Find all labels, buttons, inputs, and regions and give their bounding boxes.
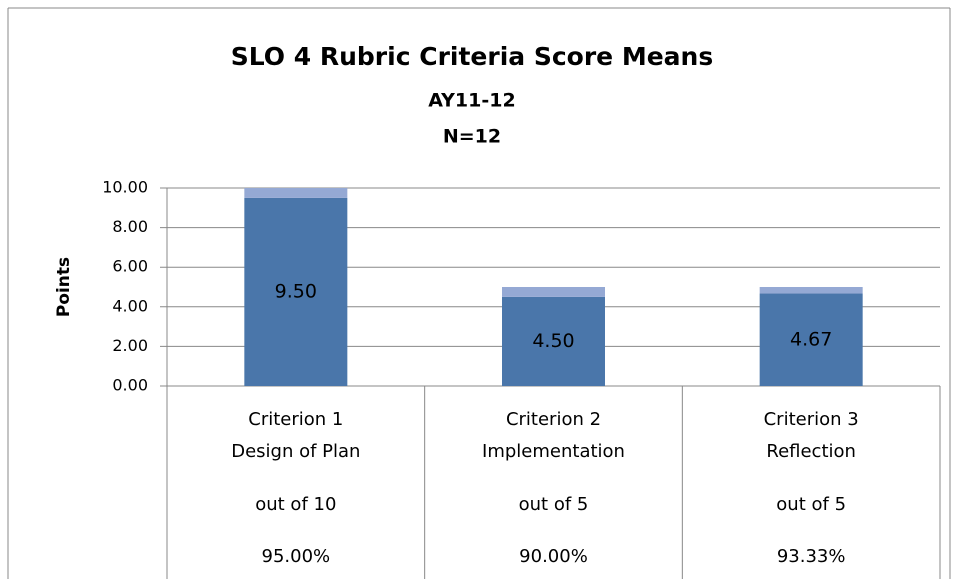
bar-segment (502, 296, 605, 386)
x-tick-label: out of 5 (519, 494, 589, 515)
x-tick-label: out of 10 (255, 494, 336, 515)
x-tick-label: 93.33% (777, 546, 846, 567)
x-tick-label: 90.00% (519, 546, 588, 567)
x-tick-label: 95.00% (262, 546, 331, 567)
x-tick-label: Criterion 3 (764, 409, 859, 430)
data-label: 4.50 (532, 330, 574, 352)
chart-subtitle: AY11-12 (428, 90, 515, 112)
y-tick-label: 8.00 (112, 217, 148, 236)
x-tick-label: out of 5 (776, 494, 846, 515)
y-tick-label: 0.00 (112, 376, 148, 395)
y-tick-label: 4.00 (112, 296, 148, 315)
y-tick-label: 6.00 (112, 257, 148, 276)
x-tick-label: Reflection (766, 441, 856, 462)
bar-segment (244, 188, 348, 198)
data-label: 4.67 (790, 328, 832, 350)
bar-segment (244, 197, 348, 386)
chart-title: SLO 4 Rubric Criteria Score Means (231, 42, 713, 71)
y-tick-label: 2.00 (112, 336, 148, 355)
y-tick-label: 10.00 (102, 178, 148, 197)
bar-segment (759, 287, 863, 294)
x-tick-label: Implementation (482, 441, 625, 462)
data-label: 9.50 (275, 280, 317, 302)
x-tick-label: Criterion 2 (506, 409, 601, 430)
bar-segment (759, 293, 863, 386)
x-tick-label: Criterion 1 (248, 409, 343, 430)
chart-subtitle: N=12 (443, 126, 501, 148)
x-tick-label: Design of Plan (231, 441, 360, 462)
bar-segment (502, 287, 605, 297)
y-axis-label: Points (54, 257, 74, 317)
